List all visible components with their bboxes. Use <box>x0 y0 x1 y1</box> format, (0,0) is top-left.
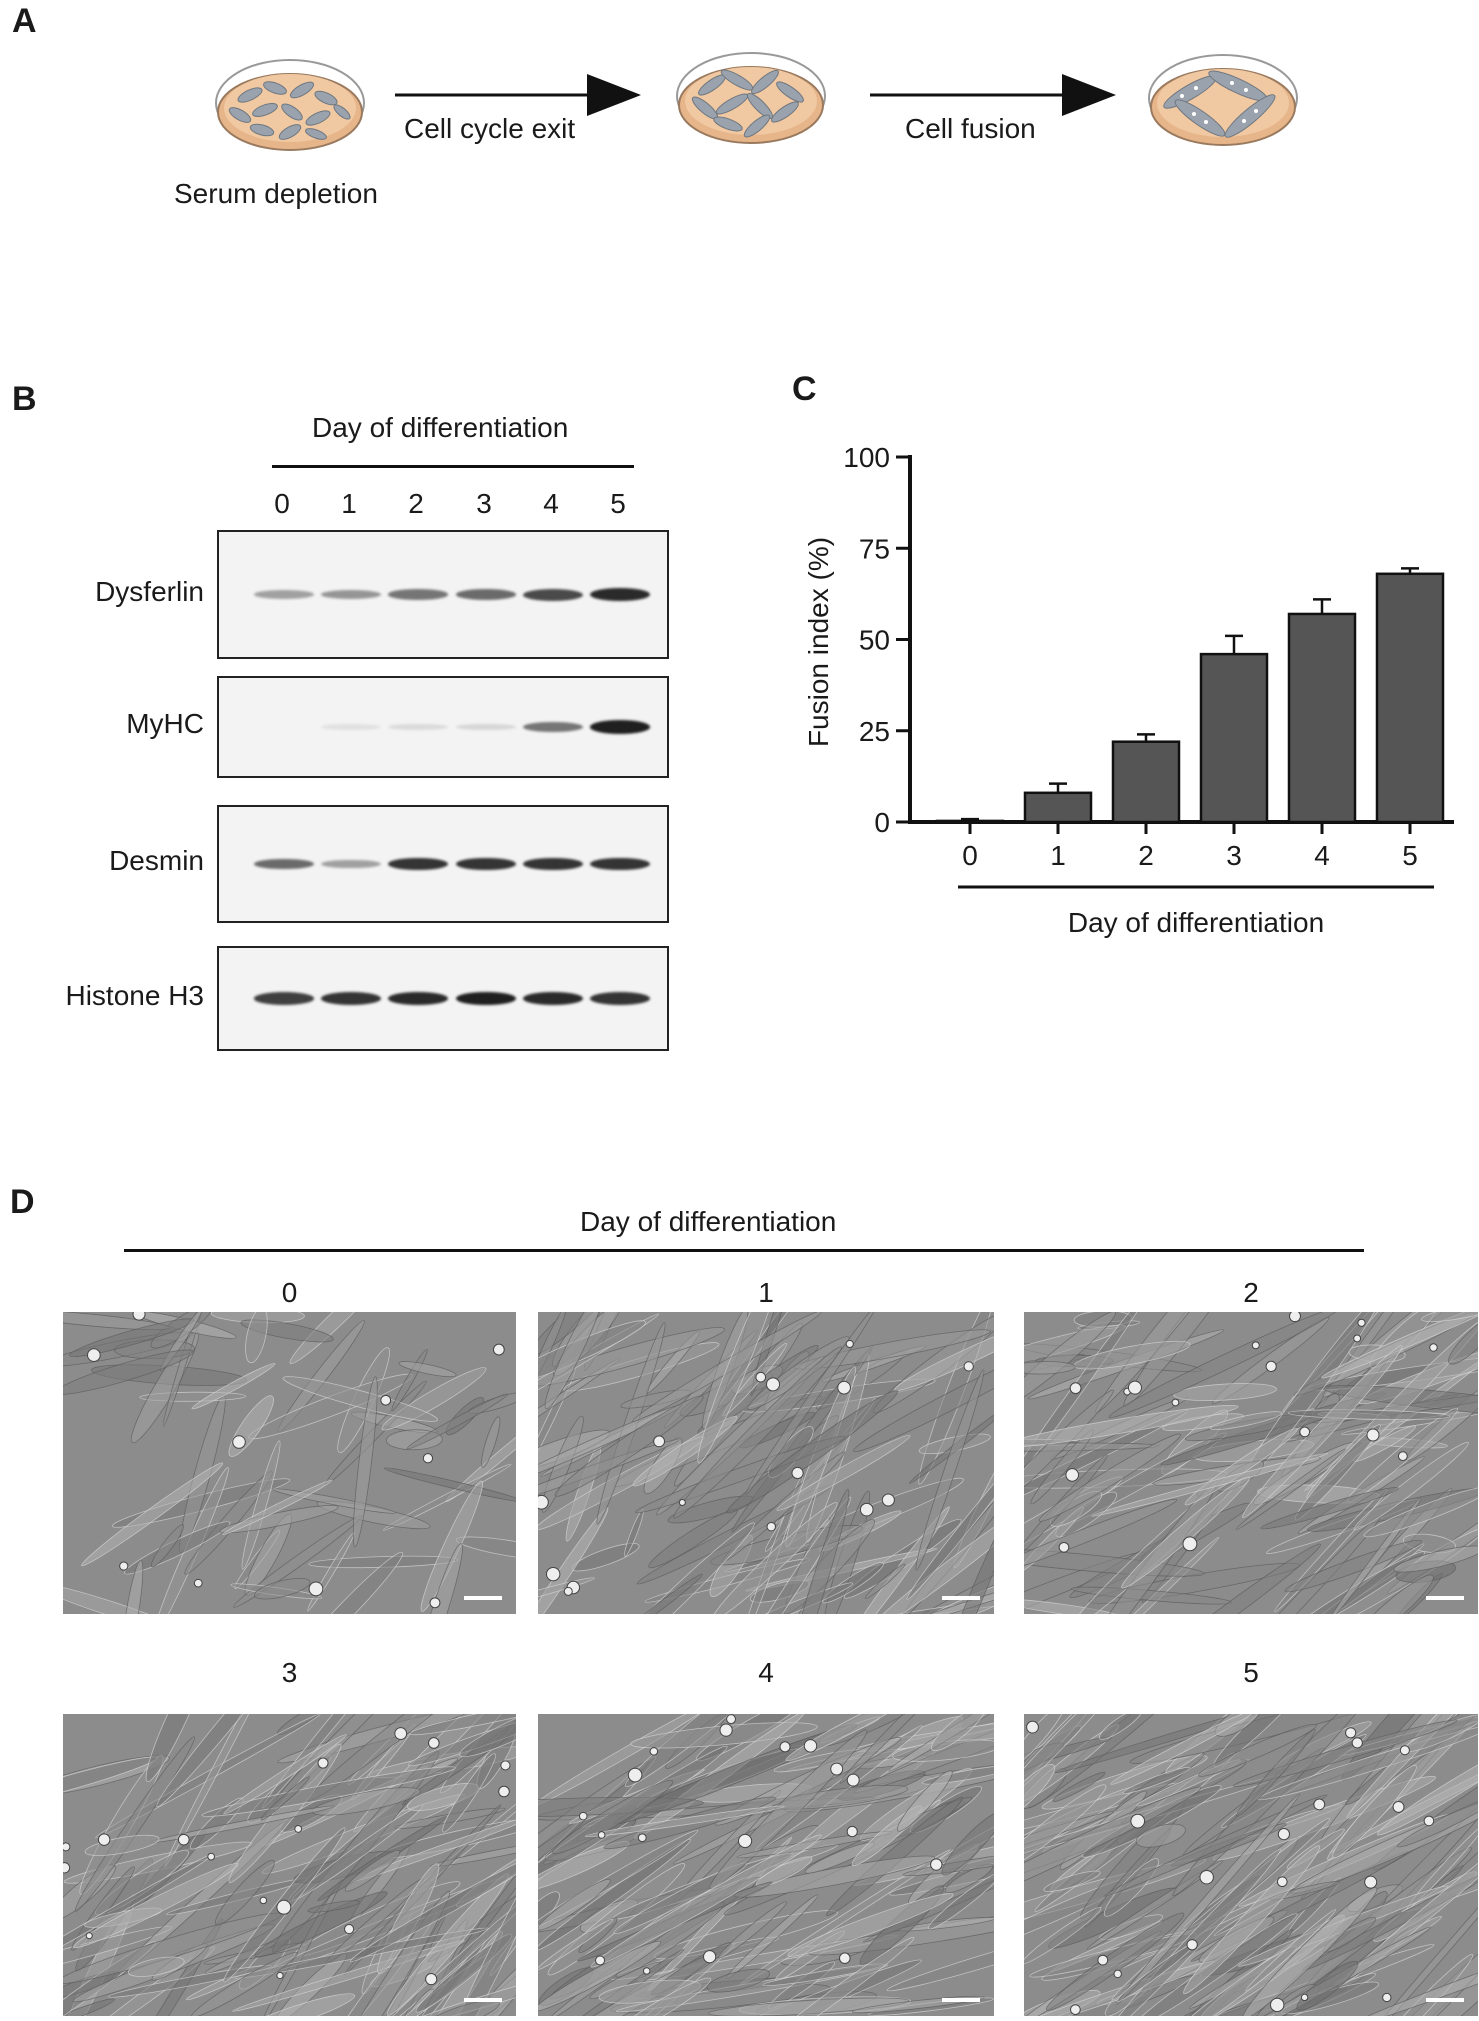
cell-texture <box>63 1312 516 1614</box>
y-tick-label: 25 <box>859 716 890 747</box>
blot-label: MyHC <box>126 708 204 739</box>
blot-band <box>590 992 650 1005</box>
micrograph-day-label: 1 <box>758 1277 774 1308</box>
blot-label: Dysferlin <box>95 575 204 607</box>
bar <box>1199 652 1269 824</box>
blot-band <box>254 992 314 1005</box>
blot-band <box>523 721 583 733</box>
micrograph-day-label: 0 <box>281 1277 298 1308</box>
blot-band <box>523 588 583 601</box>
fusion-index-chart: 0 25 50 75 100 0 1 2 3 4 5 Day of differentiation Fu… <box>803 442 1454 938</box>
bar <box>935 819 1005 824</box>
panel-d-header: Day of differentiation <box>580 1206 837 1237</box>
blot-band <box>321 589 381 600</box>
blot-band <box>388 857 448 871</box>
lane-label-5: 5 <box>610 488 626 519</box>
panel-a-letter: A <box>12 2 37 40</box>
petri-dish-serum-depletion <box>215 59 365 151</box>
panel-a-schematic <box>215 52 1298 151</box>
x-axis-label: Day of differentiation <box>1068 907 1324 938</box>
blot-label: Desmin <box>109 845 204 876</box>
y-tick-label: 50 <box>859 625 890 656</box>
blot-band <box>254 590 314 599</box>
blot-band <box>388 723 448 731</box>
panel-d-header-rule <box>124 1249 1364 1252</box>
blot-band <box>321 992 381 1005</box>
bar <box>1023 791 1093 824</box>
blot-band <box>388 991 448 1006</box>
blot-band <box>456 857 516 871</box>
label-cell-fusion: Cell fusion <box>905 113 1036 144</box>
cell-texture <box>538 1312 994 1614</box>
blot-band <box>523 991 583 1006</box>
blot-band <box>523 857 583 871</box>
y-tick-label: 75 <box>859 533 890 564</box>
scale-bar <box>942 1596 980 1600</box>
petri-dish-cell-fusion <box>1148 54 1298 146</box>
panel-b-header-rule <box>272 465 634 468</box>
blot-strip <box>217 676 669 778</box>
panel-d-letter: D <box>10 1183 35 1221</box>
panel-c-letter: C <box>792 370 817 408</box>
petri-dish-cell-cycle-exit <box>676 52 826 144</box>
micrograph <box>63 1312 516 1614</box>
scale-bar <box>1426 1596 1464 1600</box>
micrograph <box>63 1714 516 2016</box>
bar <box>1375 572 1445 824</box>
x-tick-label: 1 <box>1050 840 1066 871</box>
blot-band <box>321 859 381 869</box>
blot-strip <box>217 530 669 659</box>
y-tick-label: 0 <box>874 807 890 838</box>
lane-label-0: 0 <box>274 488 290 519</box>
scale-bar <box>464 1998 502 2002</box>
blot-band <box>590 720 650 734</box>
micrograph-day-label: 3 <box>281 1657 298 1688</box>
scale-bar <box>464 1596 502 1600</box>
label-cell-cycle-exit: Cell cycle exit <box>404 113 576 144</box>
micrograph-day-label: 4 <box>758 1657 774 1688</box>
micrograph <box>538 1714 994 2016</box>
bar <box>1287 612 1357 824</box>
y-tick-label: 100 <box>843 442 890 473</box>
y-axis-label: Fusion index (%) <box>803 537 834 747</box>
micrograph <box>1024 1312 1478 1614</box>
panel-b-letter: B <box>12 380 37 418</box>
blot-band <box>456 991 516 1006</box>
blot-band <box>590 857 650 871</box>
cell-texture <box>1024 1312 1478 1614</box>
cell-texture <box>63 1714 516 2016</box>
blot-band <box>388 589 448 600</box>
bar <box>1111 740 1181 824</box>
micrograph-day-label: 5 <box>1243 1657 1259 1688</box>
blot-band <box>456 589 516 600</box>
x-tick-label: 4 <box>1314 840 1330 871</box>
x-tick-label: 0 <box>962 840 978 871</box>
x-tick-label: 5 <box>1402 840 1418 871</box>
blot-strip <box>217 805 669 923</box>
lane-label-3: 3 <box>476 488 492 519</box>
panel-b-header: Day of differentiation <box>312 412 569 443</box>
blot-band <box>321 723 381 731</box>
micrograph <box>538 1312 994 1614</box>
label-serum-depletion: Serum depletion <box>174 178 378 209</box>
micrograph <box>1024 1714 1478 2016</box>
scale-bar <box>1426 1998 1464 2002</box>
blot-band <box>254 858 314 870</box>
scale-bar <box>942 1998 980 2002</box>
x-tick-label: 2 <box>1138 840 1154 871</box>
lane-label-2: 2 <box>408 488 424 519</box>
blot-strip <box>217 946 669 1051</box>
cell-texture <box>1024 1714 1478 2016</box>
x-tick-label: 3 <box>1226 840 1242 871</box>
lane-label-4: 4 <box>543 488 559 519</box>
blot-band <box>590 587 650 602</box>
lane-label-1: 1 <box>341 488 357 519</box>
micrograph-day-label: 2 <box>1243 1277 1259 1308</box>
blot-label: Histone H3 <box>65 979 204 1011</box>
cell-texture <box>538 1714 994 2016</box>
blot-band <box>456 723 516 731</box>
